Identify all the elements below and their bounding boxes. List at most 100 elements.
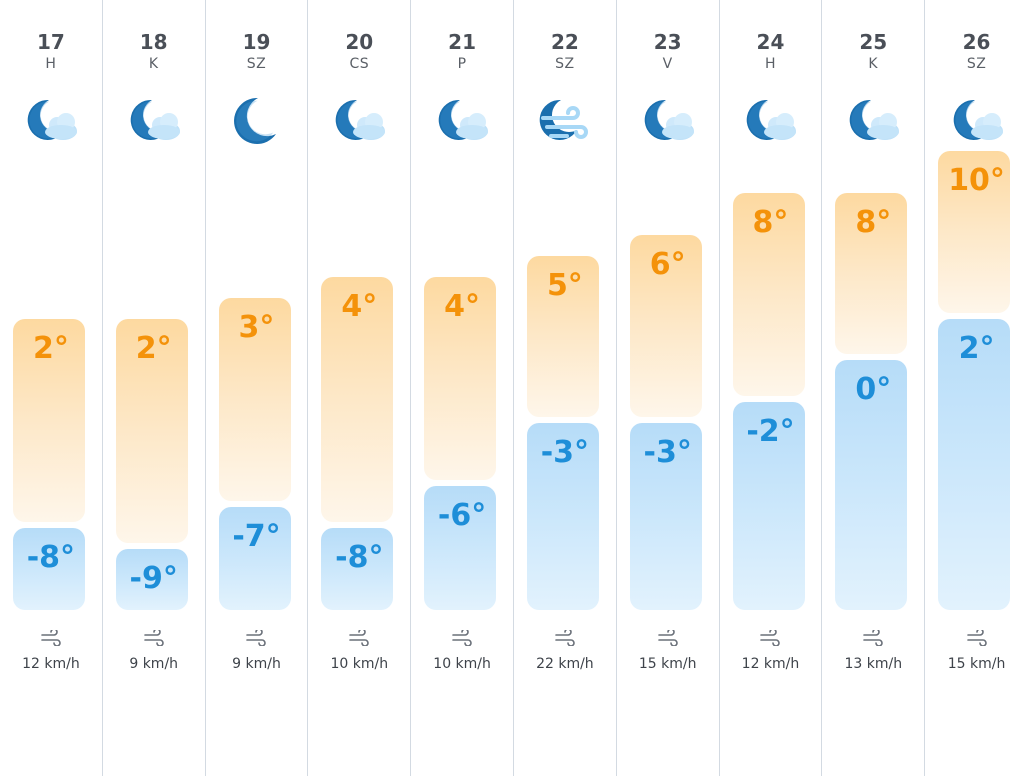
- wind-icon: [41, 628, 61, 647]
- low-temp-label: -9°: [129, 561, 178, 597]
- day-of-week: K: [148, 56, 159, 72]
- high-temp-label: 6°: [649, 246, 686, 282]
- low-temp-bar: [424, 486, 497, 610]
- low-temp-bar: [13, 528, 85, 610]
- high-temp-bar: [732, 192, 805, 397]
- wind-speed: 15 km/h: [638, 656, 697, 672]
- day-of-week: SZ: [966, 56, 987, 72]
- high-temp-label: 8°: [752, 204, 789, 240]
- low-temp-label: -7°: [232, 519, 281, 555]
- low-temp-label: -8°: [335, 540, 384, 576]
- moon-cloud-icon: [640, 96, 696, 148]
- wind-icon: [966, 628, 987, 647]
- day-of-week: K: [868, 56, 879, 72]
- day-of-week: P: [457, 56, 467, 72]
- high-temp-label: 2°: [32, 330, 69, 366]
- high-temp-label: 3°: [238, 309, 275, 345]
- low-temp-bar: [732, 402, 805, 610]
- wind-icon: [863, 628, 884, 647]
- low-temp-label: -2°: [746, 414, 795, 450]
- day-date: 25: [859, 30, 888, 54]
- high-temp-bar: [629, 234, 702, 418]
- day-date: 19: [242, 30, 271, 54]
- day-column-17[interactable]: 17 H 2° -8° 12 km/h: [0, 0, 103, 776]
- day-of-week: CS: [349, 56, 370, 72]
- moon-cloud-icon: [949, 96, 1005, 148]
- high-temp-label: 2°: [135, 330, 172, 366]
- day-column-25[interactable]: 25 K 8° 0° 13 km/h: [822, 0, 926, 776]
- high-temp-label: 4°: [444, 288, 481, 324]
- day-column-19[interactable]: 19 SZ 3° -7° 9 km/h: [206, 0, 309, 776]
- low-temp-bar: [938, 318, 1011, 610]
- day-column-20[interactable]: 20 CS 4° -8° 10 km/h: [308, 0, 412, 776]
- wind-speed: 10 km/h: [330, 656, 389, 672]
- day-column-24[interactable]: 24 H 8° -2° 12 km/h: [720, 0, 823, 776]
- low-temp-bar: [321, 528, 394, 610]
- wind-speed: 12 km/h: [741, 656, 800, 672]
- low-temp-label: 0°: [855, 372, 892, 408]
- wind-speed: 12 km/h: [22, 656, 80, 672]
- moon-wind-icon: [537, 96, 593, 148]
- day-date: 17: [36, 30, 65, 54]
- high-temp-bar: [218, 297, 291, 502]
- high-temp-bar: [938, 150, 1011, 313]
- high-temp-label: 10°: [948, 162, 1005, 198]
- day-date: 18: [139, 30, 168, 54]
- low-temp-label: -3°: [643, 435, 692, 471]
- day-column-22[interactable]: 22 SZ 5° -3° 22 km/h: [514, 0, 617, 776]
- high-temp-bar: [835, 192, 908, 355]
- moon-cloud-icon: [331, 96, 387, 148]
- day-of-week: H: [45, 56, 57, 72]
- wind-speed: 9 km/h: [232, 656, 281, 672]
- low-temp-label: -3°: [540, 435, 590, 471]
- wind-icon: [349, 628, 370, 647]
- high-temp-bar: [321, 276, 394, 523]
- moon-cloud-icon: [126, 96, 182, 148]
- wind-icon: [657, 628, 678, 647]
- day-column-18[interactable]: 18 K 2° -9° 9 km/h: [103, 0, 206, 776]
- day-date: 23: [653, 30, 682, 54]
- day-column-26[interactable]: 26 SZ 10° 2° 15 km/h: [925, 0, 1028, 776]
- low-temp-bar: [835, 360, 908, 610]
- low-temp-bar: [218, 507, 291, 610]
- high-temp-bar: [13, 318, 85, 523]
- day-of-week: SZ: [555, 56, 575, 72]
- low-temp-bar: [629, 423, 702, 610]
- wind-icon: [246, 628, 267, 647]
- day-column-23[interactable]: 23 V 6° -3° 15 km/h: [617, 0, 720, 776]
- wind-icon: [143, 628, 164, 647]
- wind-icon: [452, 628, 472, 647]
- day-date: 21: [448, 30, 476, 54]
- day-date: 26: [962, 30, 991, 54]
- low-temp-bar: [115, 549, 188, 610]
- moon-cloud-icon: [434, 96, 490, 148]
- day-of-week: V: [662, 56, 673, 72]
- day-of-week: H: [764, 56, 776, 72]
- wind-speed: 10 km/h: [433, 656, 491, 672]
- high-temp-label: 5°: [546, 267, 583, 303]
- high-temp-bar: [424, 276, 497, 481]
- moon-cloud-icon: [23, 96, 79, 148]
- day-column-21[interactable]: 21 P 4° -6° 10 km/h: [411, 0, 514, 776]
- day-date: 24: [756, 30, 785, 54]
- wind-speed: 15 km/h: [947, 656, 1006, 672]
- moon-cloud-icon: [742, 96, 798, 148]
- day-of-week: SZ: [246, 56, 267, 72]
- low-temp-label: -6°: [437, 498, 487, 534]
- moon-cloud-icon: [845, 96, 901, 148]
- day-date: 22: [550, 30, 579, 54]
- wind-speed: 13 km/h: [844, 656, 903, 672]
- high-temp-label: 8°: [855, 204, 892, 240]
- wind-icon: [760, 628, 781, 647]
- high-temp-bar: [115, 318, 188, 544]
- day-date: 20: [345, 30, 374, 54]
- moon-icon: [228, 96, 284, 148]
- wind-speed: 9 km/h: [129, 656, 179, 672]
- wind-speed: 22 km/h: [536, 656, 594, 672]
- low-temp-label: -8°: [26, 540, 76, 576]
- low-temp-bar: [526, 423, 599, 610]
- low-temp-label: 2°: [958, 330, 995, 366]
- high-temp-label: 4°: [341, 288, 378, 324]
- high-temp-bar: [526, 255, 599, 418]
